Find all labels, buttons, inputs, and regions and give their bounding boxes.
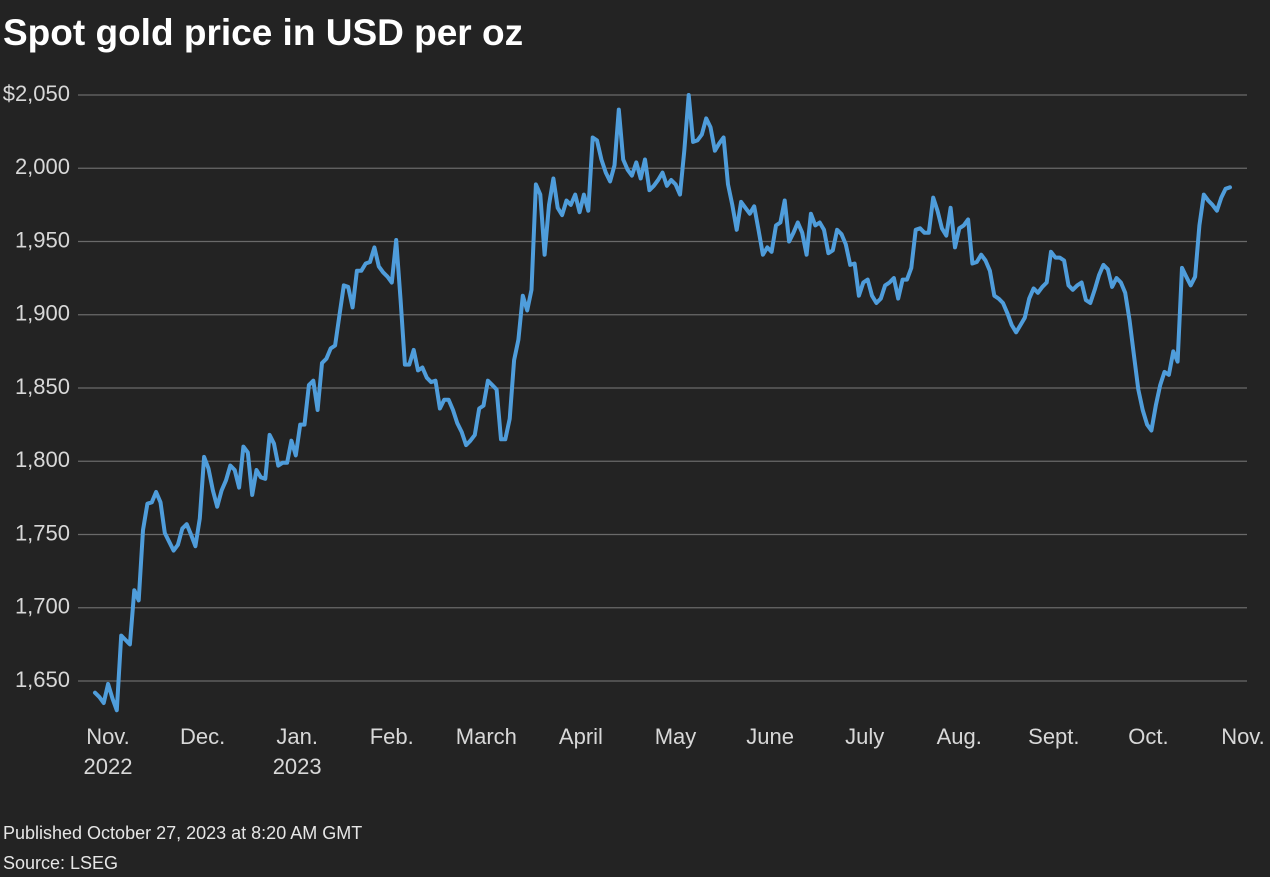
published-note: Published October 27, 2023 at 8:20 AM GM…: [3, 823, 362, 843]
y-tick-label: $2,050: [3, 81, 70, 106]
y-tick-label: 1,700: [15, 594, 70, 619]
x-tick-label: Aug.: [937, 724, 982, 749]
x-tick-label: Dec.: [180, 724, 225, 749]
y-tick-label: 1,650: [15, 667, 70, 692]
x-tick-label: Feb.: [370, 724, 414, 749]
x-tick-label: July: [845, 724, 884, 749]
x-tick-label: Nov.: [1221, 724, 1265, 749]
x-tick-label: June: [746, 724, 794, 749]
y-tick-label: 1,850: [15, 374, 70, 399]
y-tick-label: 2,000: [15, 154, 70, 179]
x-tick-label: Oct.: [1128, 724, 1168, 749]
x-tick-label: May: [655, 724, 697, 749]
y-tick-label: 1,900: [15, 301, 70, 326]
x-tick-label: Nov.: [86, 724, 130, 749]
chart-title: Spot gold price in USD per oz: [3, 12, 523, 53]
x-tick-label: April: [559, 724, 603, 749]
source-note: Source: LSEG: [3, 853, 118, 873]
x-tick-year: 2022: [84, 754, 133, 779]
y-tick-label: 1,750: [15, 520, 70, 545]
y-tick-label: 1,800: [15, 447, 70, 472]
x-tick-label: Sept.: [1028, 724, 1079, 749]
x-tick-label: Jan.: [276, 724, 318, 749]
y-tick-label: 1,950: [15, 227, 70, 252]
price-line: [93, 93, 1232, 713]
x-tick-year: 2023: [273, 754, 322, 779]
x-tick-label: March: [456, 724, 517, 749]
